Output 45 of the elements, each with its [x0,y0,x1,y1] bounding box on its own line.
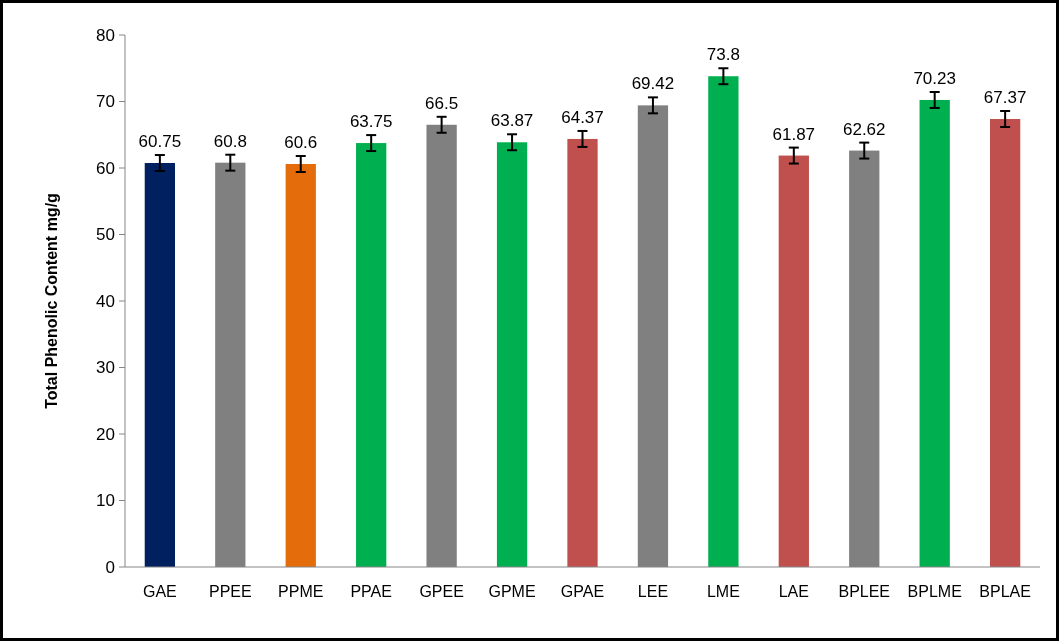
x-tick-label: GAE [142,583,177,600]
data-label: 60.8 [213,131,247,151]
y-tick-label: 10 [96,491,115,511]
bar [356,143,387,567]
x-tick-label: PPEE [208,583,252,600]
data-label: 66.5 [425,93,459,113]
data-label: 61.87 [772,124,816,144]
data-label: 62.62 [842,119,886,139]
data-label: 60.75 [138,132,182,152]
bar [285,164,316,567]
x-tick-label: BPLME [907,583,962,600]
y-tick-label: 80 [96,25,115,45]
data-label: 64.37 [561,107,604,127]
y-tick-label: 0 [105,557,115,577]
x-tick-label: GPAE [560,583,605,600]
x-tick-label: GPEE [419,583,464,600]
data-label: 67.37 [983,88,1027,108]
y-axis-title: Total Phenolic Content mg/g [43,193,60,409]
data-label: 70.23 [913,68,956,88]
bar [144,163,176,567]
y-tick-label: 40 [96,291,115,311]
bar [919,99,950,567]
bar [496,142,528,567]
bar [708,76,739,567]
x-tick-label: BPLAE [979,583,1031,600]
y-tick-label: 30 [96,358,115,378]
data-label: 73.8 [706,45,740,65]
data-label: 69.42 [631,74,675,94]
x-tick-label: LME [706,583,740,600]
x-tick-label: LAE [778,583,809,600]
x-tick-label: LEE [637,583,669,600]
bar [778,155,809,567]
data-label: 63.87 [490,111,534,131]
y-tick-label: 50 [96,225,115,245]
y-tick-label: 20 [96,424,115,444]
y-tick-label: 60 [96,158,115,178]
data-label: 60.6 [284,133,318,153]
x-tick-label: PPME [278,583,324,600]
x-tick-label: PPAE [350,583,392,600]
y-tick-label: 70 [96,92,115,112]
x-tick-label: GPME [488,583,536,600]
data-label: 63.75 [349,112,393,132]
bar [567,138,598,567]
x-tick-label: BPLEE [838,583,891,600]
bar [989,118,1021,567]
